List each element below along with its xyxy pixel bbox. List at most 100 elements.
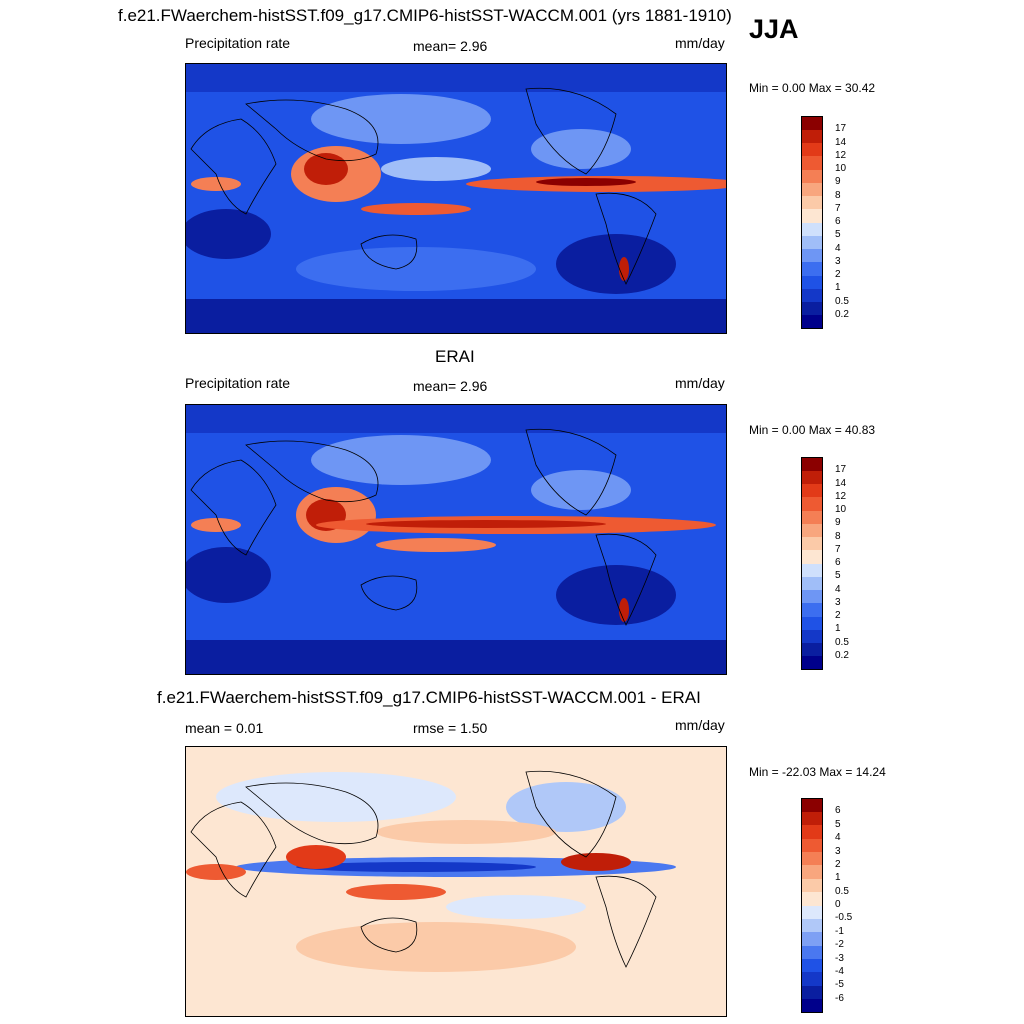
- panel2-units-label: mm/day: [675, 375, 725, 391]
- panel2-colorbar-label: 0.2: [835, 649, 849, 661]
- panel1-coastline-south-america: [595, 192, 657, 285]
- panel2-coastline-south-america: [595, 533, 657, 626]
- panel1-colorbar-label: 7: [835, 202, 841, 214]
- panel2-colorbar-label: 9: [835, 517, 841, 529]
- panel1-title: f.e21.FWaerchem-histSST.f09_g17.CMIP6-hi…: [118, 6, 732, 25]
- panel3-colorbar-box: [801, 891, 823, 906]
- panel2-field-natl-storm: [531, 470, 631, 510]
- panel3-field-itcz-neg-core: [296, 862, 536, 872]
- panel3-mean-label: mean = 0.01: [185, 720, 264, 736]
- panel3-field-south-pos: [296, 922, 576, 972]
- panel2-colorbar-label: 0.5: [835, 636, 849, 648]
- panel2-colorbar-box: [801, 642, 823, 657]
- panel1-colorbar-box: [801, 142, 823, 157]
- panel2-colorbar-label: 12: [835, 490, 847, 502]
- panel3-rmse-label: rmse = 1.50: [413, 720, 488, 736]
- panel1-colorbar-label: 12: [835, 149, 847, 161]
- panel1-colorbar-box: [801, 116, 823, 130]
- panel3-colorbar-box: [801, 918, 823, 933]
- panel1-colorbar-label: 10: [835, 163, 847, 174]
- panel1-colorbar-box: [801, 235, 823, 249]
- panel2-colorbar-label: 5: [835, 570, 841, 582]
- panel2-colorbar-box: [801, 576, 823, 590]
- panel1-colorbar-label: 6: [835, 216, 841, 227]
- panel2-field-spcz: [376, 538, 496, 552]
- panel2-colorbar-label: 17: [835, 464, 847, 476]
- panel1-colorbar-box: [801, 169, 823, 183]
- panel1-mean-label: mean= 2.96: [413, 38, 488, 54]
- panel3-colorbar-label: -3: [835, 952, 844, 964]
- panel2-colorbar-box: [801, 457, 823, 471]
- panel1-coastline-australia: [360, 234, 418, 270]
- panel2-colorbar-box: [801, 536, 823, 551]
- panel3-colorbar-box: [801, 838, 823, 852]
- panel1-colorbar-box: [801, 195, 823, 210]
- panel3-colorbar-box: [801, 851, 823, 866]
- panel1-field-south-pacific: [296, 247, 536, 291]
- panel2-mean-label: mean= 2.96: [413, 378, 488, 394]
- panel3-colorbar-box: [801, 971, 823, 986]
- panel3-colorbar-label: 6: [835, 805, 841, 817]
- panel1-colorbar-label: 0.2: [835, 308, 849, 320]
- panel1-colorbar-box: [801, 261, 823, 276]
- panel1-map-svg: [186, 64, 726, 333]
- panel1-field-natl-storm: [531, 129, 631, 169]
- panel2-coastline-north-america: [525, 428, 617, 516]
- panel1-colorbar-label: 17: [835, 123, 847, 135]
- panel3-colorbar-label: 2: [835, 858, 841, 870]
- panel3-colorbar-label: 3: [835, 845, 841, 857]
- panel1-coastline-north-america: [525, 87, 617, 175]
- panel1-colorbar-box: [801, 314, 823, 329]
- panel2-title: ERAI: [435, 347, 475, 366]
- panel2-colorbar-box: [801, 589, 823, 604]
- panel2-colorbar-box: [801, 629, 823, 643]
- panel3-colorbar-box: [801, 985, 823, 1000]
- panel1-colorbar-label: 5: [835, 229, 841, 241]
- panel1-coastline-africa: [190, 118, 277, 215]
- panel3-colorbar-box: [801, 905, 823, 919]
- panel1-field-wpac-band: [381, 157, 491, 181]
- panel3-colorbar-label: 0: [835, 899, 841, 910]
- panel1-colorbar-box: [801, 222, 823, 236]
- panel1-field-andes: [619, 257, 629, 281]
- panel1-colorbar-box: [801, 129, 823, 143]
- panel3-colorbar-label: 0.5: [835, 885, 849, 897]
- panel1-colorbar-box: [801, 301, 823, 316]
- panel1-colorbar-label: 8: [835, 189, 841, 201]
- panel2-field-antarctic: [186, 640, 726, 674]
- panel3-colorbar-label: 5: [835, 818, 841, 830]
- panel2-map: [185, 404, 727, 675]
- panel2-colorbar-box: [801, 616, 823, 630]
- panel2-colorbar-box: [801, 496, 823, 511]
- panel2-coastline-asia: [245, 440, 379, 503]
- panel1-minmax: Min = 0.00 Max = 30.42: [749, 81, 876, 95]
- panel3-colorbar-box: [801, 931, 823, 946]
- panel3-title: f.e21.FWaerchem-histSST.f09_g17.CMIP6-hi…: [157, 688, 701, 707]
- panel2-field-africa-band: [191, 518, 241, 532]
- panel2-coastline-africa: [190, 459, 277, 556]
- panel3-colorbar-box: [801, 824, 823, 839]
- panel3-colorbar-box: [801, 811, 823, 826]
- panel3-coastline-south-america: [595, 875, 657, 968]
- panel3-field-na-neg: [506, 782, 626, 832]
- panel3-colorbar-box: [801, 958, 823, 973]
- panel1-colorbar-box: [801, 248, 823, 263]
- panel1-units-label: mm/day: [675, 35, 725, 51]
- panel2-minmax: Min = 0.00 Max = 40.83: [749, 423, 876, 437]
- panel3-colorbar: -6 -5 -4 -3 -2 -1 -0.5 0 0.5 1 2 3 4 5 6: [801, 798, 852, 1013]
- panel2-colorbar-box: [801, 510, 823, 524]
- panel1-colorbar-label: 9: [835, 176, 841, 188]
- panel3-field-se-pac-neg: [446, 895, 586, 919]
- panel3-coastline-north-america: [525, 770, 617, 858]
- panel1-colorbar-box: [801, 275, 823, 289]
- panel2-field-dry-indian: [186, 547, 271, 603]
- panel3-units-label: mm/day: [675, 717, 725, 733]
- panel1-field-monsoon-core: [304, 153, 348, 185]
- panel2-colorbar-label: 1: [835, 623, 841, 635]
- panel2-left-label: Precipitation rate: [185, 375, 291, 391]
- panel2-colorbar: 0.2 0.5 1 2 3 4 5 6 7 8 9 10 12 14 17: [801, 457, 849, 670]
- panel1-colorbar-box: [801, 182, 823, 196]
- panel3-colorbar-label: -2: [835, 939, 844, 951]
- panel2-colorbar-box: [801, 602, 823, 617]
- panel3-field-npac-pos: [376, 820, 556, 844]
